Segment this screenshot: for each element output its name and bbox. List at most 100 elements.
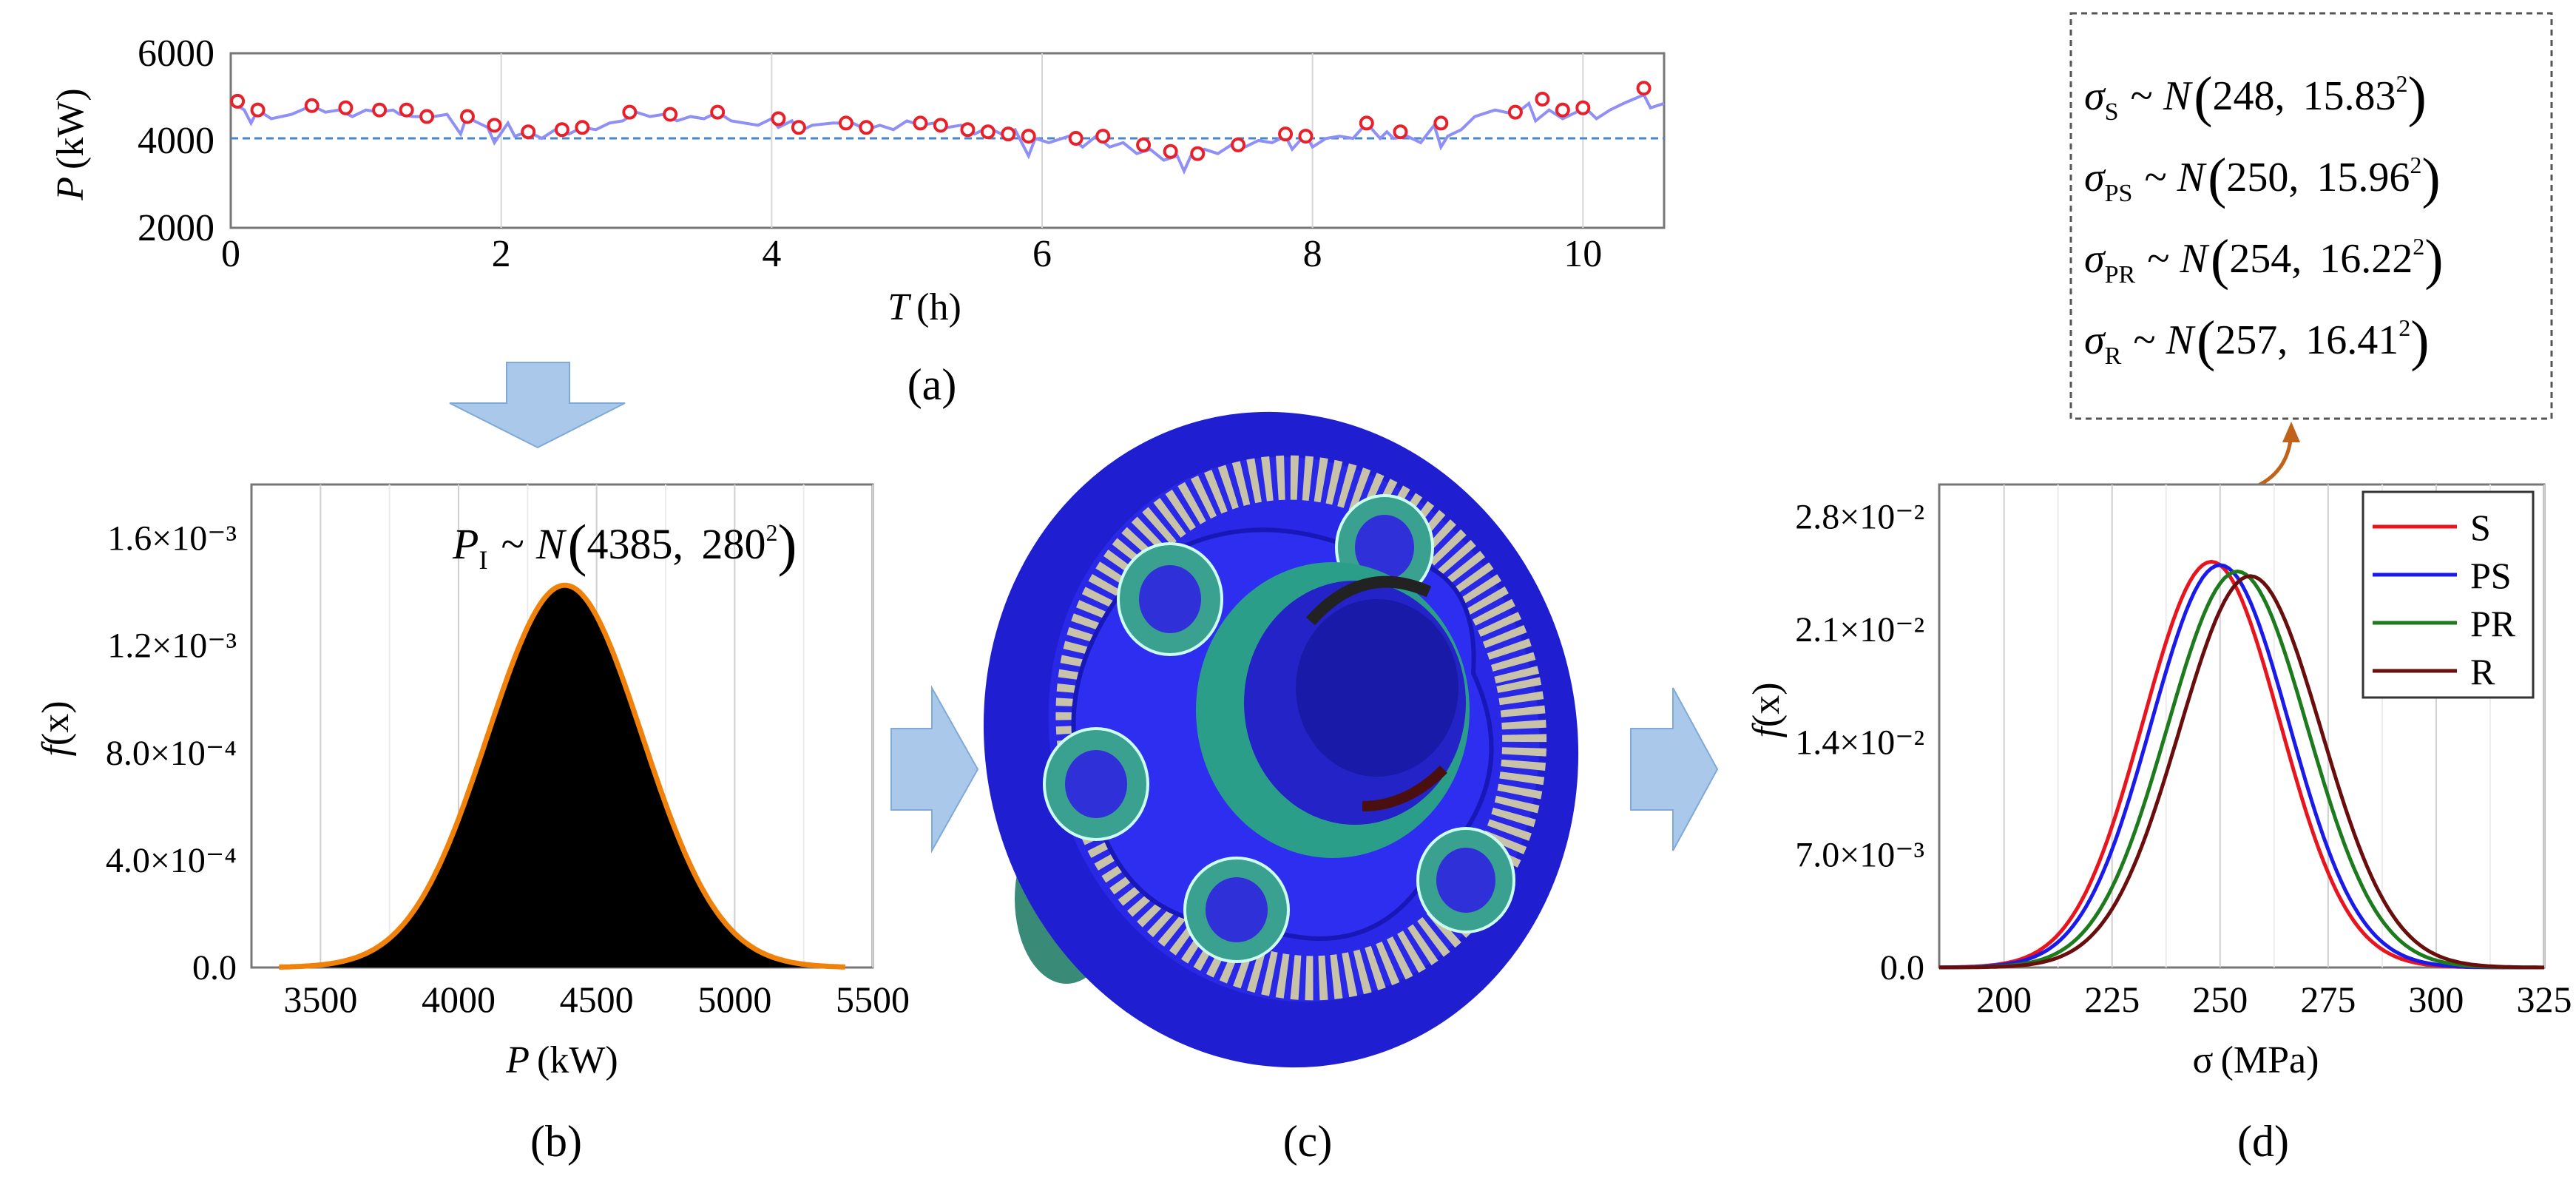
power-marker — [960, 122, 976, 138]
legend-label: PR — [2470, 603, 2516, 644]
power-marker — [1575, 100, 1591, 115]
panel-b-y-label: f(x) — [35, 700, 77, 756]
panel-b: 3500 4000 4500 5000 5500 0.0 4.0×10⁻⁴ 8.0×10⁻⁴… — [35, 483, 910, 1166]
stress-distribution-line: σPR ~ N(254, 16.222) — [2084, 229, 2444, 291]
legend-label: R — [2470, 651, 2495, 692]
power-marker — [1433, 115, 1449, 131]
power-marker — [663, 107, 678, 122]
panel-a-caption: (a) — [907, 360, 957, 409]
pdf-series-R — [1939, 574, 2544, 970]
legend-label: S — [2470, 507, 2491, 548]
y-tick-label: 2.1×10⁻² — [1795, 610, 1924, 649]
legend-entries: S PS PR R — [2373, 507, 2516, 692]
panel-c: (c) — [983, 411, 1579, 1166]
legend: S PS PR R — [2362, 490, 2535, 699]
y-tick-label: 2000 — [138, 207, 214, 249]
panel-c-caption: (c) — [1283, 1117, 1333, 1166]
power-marker — [1278, 126, 1294, 142]
planet-bore — [1436, 848, 1495, 913]
panel-d-caption: (d) — [2237, 1117, 2289, 1166]
y-tick-label: 1.2×10⁻³ — [107, 627, 237, 666]
power-marker — [1068, 131, 1084, 146]
panel-a-x-ticks: 0 2 4 6 8 10 — [221, 233, 1602, 275]
panel-d-y-ticks: 0.0 7.0×10⁻³ 1.4×10⁻² 2.1×10⁻² 2.8×10⁻² — [1795, 498, 1924, 987]
power-marker — [1507, 104, 1523, 120]
power-marker — [1163, 143, 1178, 159]
x-tick-label: 4500 — [560, 979, 634, 1020]
x-tick-label: 5500 — [836, 979, 910, 1020]
power-marker — [1190, 146, 1206, 161]
power-marker — [933, 118, 948, 133]
power-marker — [230, 93, 246, 109]
right-arrow-c-to-d — [1630, 687, 1719, 851]
power-marker — [622, 104, 638, 120]
power-marker — [1393, 124, 1408, 140]
pdf-series-PR — [1939, 570, 2544, 970]
pdf-area — [279, 585, 845, 967]
power-marker — [710, 104, 726, 120]
panel-d: 200 225 250 275 300 325 0.0 7.0×10⁻³ 1.4×10⁻² 2.… — [1745, 483, 2572, 1166]
power-marker — [521, 124, 536, 140]
x-tick-label: 225 — [2084, 979, 2140, 1020]
power-marker — [980, 124, 995, 140]
legend-label: PS — [2470, 555, 2512, 596]
power-marker — [1136, 137, 1152, 152]
y-tick-label: 1.6×10⁻³ — [107, 519, 237, 558]
y-tick-label: 8.0×10⁻⁴ — [106, 734, 237, 773]
y-tick-label: 1.4×10⁻² — [1795, 723, 1924, 762]
planet-bore — [1139, 565, 1201, 633]
panel-a-frame — [229, 52, 1666, 229]
panel-b-x-ticks: 3500 4000 4500 5000 5500 — [283, 979, 910, 1020]
y-tick-label: 2.8×10⁻² — [1795, 498, 1924, 537]
x-tick-label: 2 — [492, 233, 511, 275]
planet-bore — [1065, 750, 1127, 818]
power-marker — [372, 102, 388, 118]
power-marker — [487, 118, 502, 133]
y-tick-label: 4.0×10⁻⁴ — [106, 841, 237, 880]
x-tick-label: 5000 — [697, 979, 771, 1020]
stress-distribution-frame — [2069, 12, 2553, 420]
power-marker — [791, 120, 806, 135]
x-tick-label: 6 — [1032, 233, 1052, 275]
x-tick-label: 200 — [1976, 979, 2032, 1020]
y-tick-label: 0.0 — [192, 948, 237, 987]
panel-a: 0 2 4 6 8 10 2000 4000 6000 T (h) P(kW) (a) — [50, 33, 1666, 409]
x-tick-label: 300 — [2408, 979, 2464, 1020]
x-tick-label: 10 — [1563, 233, 1602, 275]
pdf-series-PS — [1938, 563, 2544, 970]
power-marker — [1555, 102, 1570, 118]
panel-a-x-label: T (h) — [888, 286, 961, 328]
power-marker — [338, 100, 354, 115]
input-distribution-label: PI ~ N(4385, 2802) — [452, 513, 797, 577]
x-tick-label: 4 — [762, 233, 781, 275]
power-marker — [1359, 115, 1374, 131]
right-arrow-b-to-c — [890, 685, 979, 854]
panel-b-caption: (b) — [530, 1117, 582, 1166]
sun-hub-arc — [1305, 575, 1432, 626]
power-marker — [554, 122, 569, 138]
power-marker — [575, 120, 590, 135]
power-marker — [1535, 91, 1550, 107]
x-tick-label: 0 — [221, 233, 240, 275]
x-tick-label: 325 — [2517, 979, 2572, 1020]
power-marker — [913, 115, 928, 131]
power-marker — [1636, 81, 1652, 96]
panel-a-y-label: P(kW) — [50, 88, 92, 200]
planet-bore — [1355, 515, 1414, 580]
power-marker — [859, 120, 874, 135]
callout-arrowhead — [2282, 422, 2300, 442]
x-tick-label: 8 — [1303, 233, 1322, 275]
y-tick-label: 4000 — [138, 120, 214, 162]
stress-distribution-line: σPS ~ N(250, 15.962) — [2084, 147, 2441, 209]
x-tick-label: 3500 — [283, 979, 357, 1020]
power-marker — [399, 102, 414, 118]
panel-b-x-label: P (kW) — [505, 1039, 618, 1081]
power-marker — [838, 115, 853, 131]
panel-a-y-ticks: 2000 4000 6000 — [138, 33, 214, 249]
stress-distribution-lines: σS ~ N(248, 15.832) σPS ~ N(250, 15.962) σPR ~ N… — [2084, 66, 2444, 372]
power-marker — [1021, 129, 1036, 144]
power-marker — [1095, 129, 1111, 144]
power-marker — [459, 109, 475, 124]
stress-pdf-series — [1938, 559, 2544, 970]
